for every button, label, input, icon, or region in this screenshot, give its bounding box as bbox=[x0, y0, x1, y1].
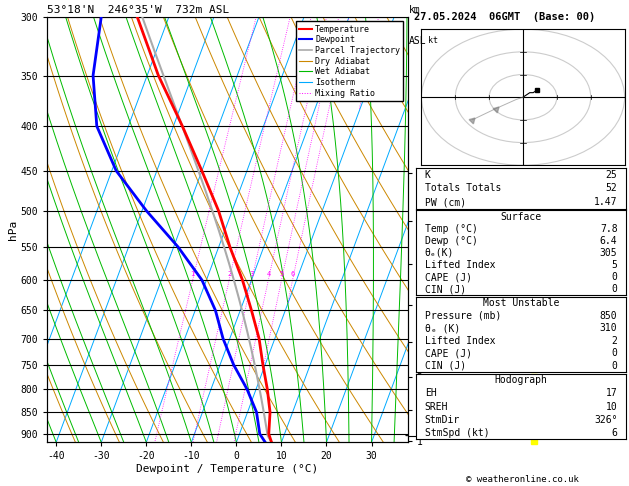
Text: 305: 305 bbox=[600, 248, 618, 258]
Text: Totals Totals: Totals Totals bbox=[425, 183, 501, 193]
Text: Hodograph: Hodograph bbox=[494, 375, 548, 385]
Text: 2: 2 bbox=[227, 271, 231, 277]
Text: km: km bbox=[409, 4, 421, 15]
Text: CAPE (J): CAPE (J) bbox=[425, 348, 472, 359]
Y-axis label: hPa: hPa bbox=[8, 220, 18, 240]
Text: 52: 52 bbox=[606, 183, 618, 193]
Text: 3: 3 bbox=[250, 271, 254, 277]
Text: Dewp (°C): Dewp (°C) bbox=[425, 236, 477, 246]
Text: 27.05.2024  06GMT  (Base: 00): 27.05.2024 06GMT (Base: 00) bbox=[414, 12, 595, 22]
Text: Most Unstable: Most Unstable bbox=[483, 298, 559, 308]
Text: PW (cm): PW (cm) bbox=[425, 197, 466, 207]
Text: Lifted Index: Lifted Index bbox=[425, 260, 495, 270]
Text: 0: 0 bbox=[611, 361, 618, 371]
Text: 6.4: 6.4 bbox=[600, 236, 618, 246]
Text: 10: 10 bbox=[606, 401, 618, 412]
Text: 5: 5 bbox=[611, 260, 618, 270]
Text: SREH: SREH bbox=[425, 401, 448, 412]
Text: 850: 850 bbox=[600, 311, 618, 321]
Text: 25: 25 bbox=[606, 170, 618, 179]
Text: 0: 0 bbox=[611, 284, 618, 295]
Text: θₑ(K): θₑ(K) bbox=[425, 248, 454, 258]
Text: 2: 2 bbox=[611, 336, 618, 346]
Text: ASL: ASL bbox=[409, 36, 426, 47]
Text: CIN (J): CIN (J) bbox=[425, 284, 466, 295]
Text: θₑ (K): θₑ (K) bbox=[425, 323, 460, 333]
Text: kt: kt bbox=[428, 36, 438, 45]
Text: LCL: LCL bbox=[426, 431, 440, 440]
Y-axis label: Mixing Ratio (g/kg): Mixing Ratio (g/kg) bbox=[425, 174, 435, 285]
Text: 1.47: 1.47 bbox=[594, 197, 618, 207]
Text: © weatheronline.co.uk: © weatheronline.co.uk bbox=[465, 474, 579, 484]
Text: 4: 4 bbox=[266, 271, 270, 277]
Text: K: K bbox=[425, 170, 431, 179]
Legend: Temperature, Dewpoint, Parcel Trajectory, Dry Adiabat, Wet Adiabat, Isotherm, Mi: Temperature, Dewpoint, Parcel Trajectory… bbox=[296, 21, 403, 101]
Text: CIN (J): CIN (J) bbox=[425, 361, 466, 371]
Text: 326°: 326° bbox=[594, 415, 618, 425]
Text: 17: 17 bbox=[606, 388, 618, 399]
Text: CAPE (J): CAPE (J) bbox=[425, 272, 472, 282]
Text: 0: 0 bbox=[611, 348, 618, 359]
Text: 53°18'N  246°35'W  732m ASL: 53°18'N 246°35'W 732m ASL bbox=[47, 5, 230, 15]
Text: StmDir: StmDir bbox=[425, 415, 460, 425]
Text: Surface: Surface bbox=[501, 211, 542, 222]
Text: Lifted Index: Lifted Index bbox=[425, 336, 495, 346]
Text: 5: 5 bbox=[279, 271, 284, 277]
Text: Pressure (mb): Pressure (mb) bbox=[425, 311, 501, 321]
Text: 0: 0 bbox=[611, 272, 618, 282]
Text: 310: 310 bbox=[600, 323, 618, 333]
Text: EH: EH bbox=[425, 388, 437, 399]
Text: StmSpd (kt): StmSpd (kt) bbox=[425, 428, 489, 438]
Text: 7.8: 7.8 bbox=[600, 224, 618, 234]
Text: 6: 6 bbox=[611, 428, 618, 438]
Text: 6: 6 bbox=[291, 271, 295, 277]
Text: Temp (°C): Temp (°C) bbox=[425, 224, 477, 234]
X-axis label: Dewpoint / Temperature (°C): Dewpoint / Temperature (°C) bbox=[136, 464, 318, 474]
Text: 1: 1 bbox=[191, 271, 195, 277]
